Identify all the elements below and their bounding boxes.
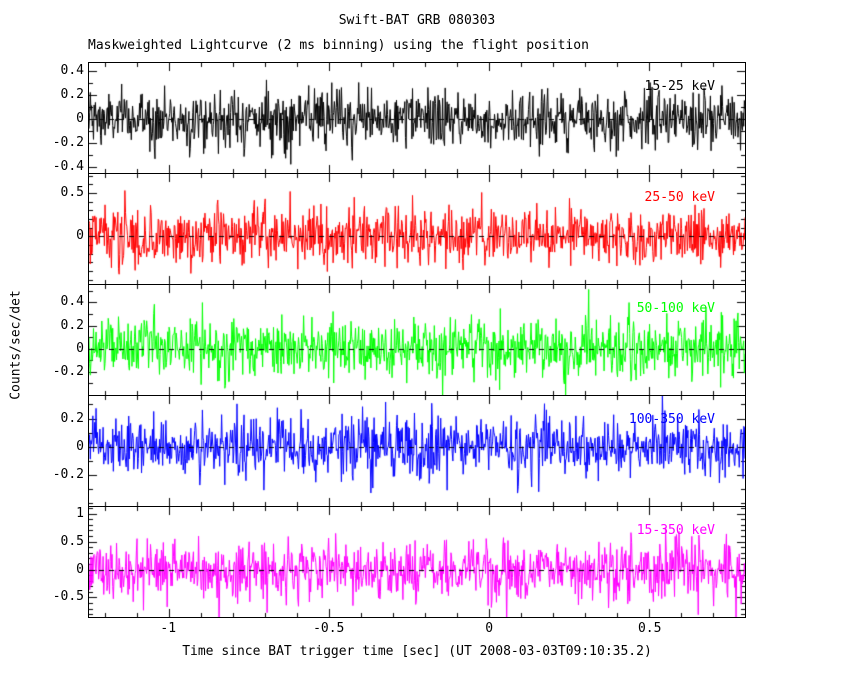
y-tick-label: 0	[76, 438, 84, 454]
x-tick-label: 0	[485, 621, 494, 636]
y-tick-label: 0.2	[60, 410, 84, 426]
lightcurve-trace-canvas	[89, 285, 745, 395]
band-label: 100-350 keV	[628, 412, 715, 427]
band-label: 15-350 keV	[636, 523, 715, 538]
panel-25-50-kev: 25-50 keV	[88, 173, 746, 285]
y-tick-label: 1	[76, 505, 84, 521]
y-tick-label: 0	[76, 340, 84, 356]
x-tick-label: -0.5	[313, 621, 345, 636]
x-tick-label: -1	[160, 621, 177, 636]
y-tick-label: -0.2	[52, 363, 84, 379]
lightcurve-trace-canvas	[89, 174, 745, 284]
y-tick-label: -0.2	[52, 135, 84, 151]
y-tick-label: 0	[76, 228, 84, 244]
band-label: 15-25 keV	[644, 79, 715, 94]
y-tick-label: -0.4	[52, 159, 84, 175]
y-tick-label: 0.5	[60, 185, 84, 201]
band-label: 25-50 keV	[644, 190, 715, 205]
lightcurve-trace-canvas	[89, 507, 745, 617]
panel-100-350-kev: 100-350 keV	[88, 395, 746, 507]
lightcurve-trace-canvas	[89, 63, 745, 173]
x-axis-label: Time since BAT trigger time [sec] (UT 20…	[182, 644, 652, 659]
y-tick-label: 0	[76, 561, 84, 577]
y-tick-label: 0.4	[60, 63, 84, 79]
panel-50-100-kev: 50-100 keV	[88, 284, 746, 396]
y-tick-label: 0	[76, 111, 84, 127]
y-tick-label: 0.2	[60, 317, 84, 333]
y-axis-label: Counts/sec/det	[8, 290, 24, 400]
y-tick-label: 0.4	[60, 294, 84, 310]
y-tick-label: 0.2	[60, 87, 84, 103]
chart-subtitle: Maskweighted Lightcurve (2 ms binning) u…	[88, 38, 589, 53]
chart-title: Swift-BAT GRB 080303	[338, 13, 496, 28]
panel-15-350-kev: 15-350 keV	[88, 506, 746, 618]
panel-15-25-kev: 15-25 keV	[88, 62, 746, 174]
x-tick-label: 0.5	[637, 621, 662, 636]
lightcurve-trace-canvas	[89, 396, 745, 506]
band-label: 50-100 keV	[636, 301, 715, 316]
y-tick-label: 0.5	[60, 533, 84, 549]
y-tick-label: -0.2	[52, 466, 84, 482]
y-tick-label: -0.5	[52, 589, 84, 605]
